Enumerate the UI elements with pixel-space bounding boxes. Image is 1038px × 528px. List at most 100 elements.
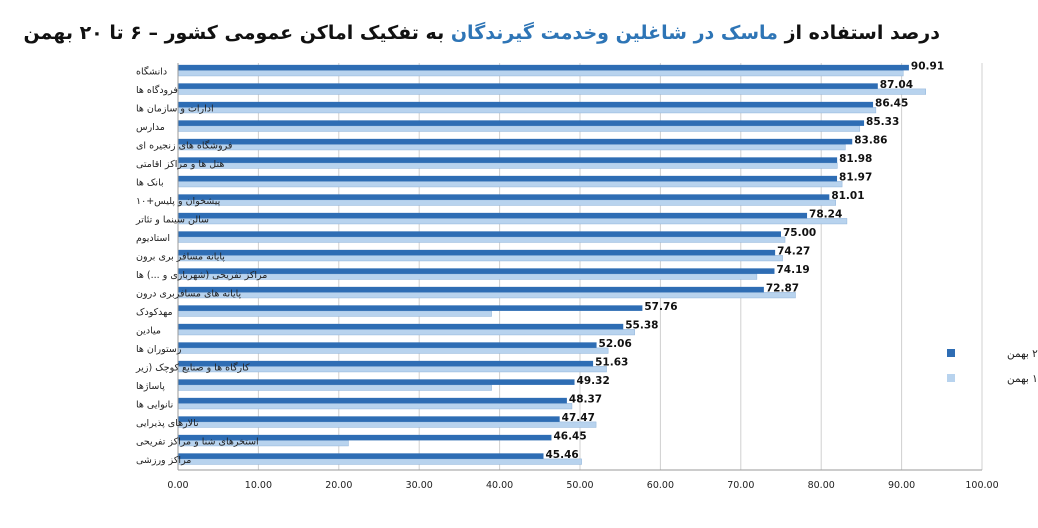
data-label: 81.98	[839, 153, 872, 165]
x-tick-label: 50.00	[566, 480, 593, 491]
x-tick-label: 70.00	[727, 480, 754, 491]
data-label: 87.04	[880, 79, 913, 91]
title-part-1: درصد استفاده از	[784, 22, 940, 44]
bar-current	[178, 305, 643, 311]
bar-prev	[177, 329, 635, 336]
data-label: 47.47	[562, 412, 595, 424]
category-label: میادین	[136, 325, 161, 336]
x-tick-label: 60.00	[647, 480, 674, 491]
bar-current	[178, 416, 560, 422]
data-label: 49.32	[577, 375, 610, 387]
category-label: پایانه های مسافربری درون	[136, 288, 242, 299]
data-label: 45.46	[545, 449, 578, 461]
data-label: 75.00	[783, 227, 816, 239]
bar-current	[178, 64, 909, 71]
bar-prev	[177, 125, 861, 132]
bar-prev	[177, 236, 786, 243]
bar-prev	[177, 458, 582, 465]
bar-prev	[177, 255, 783, 262]
category-label: استخرهای شنا و مراکز تفریحی	[136, 436, 259, 447]
bar-current	[178, 194, 830, 200]
series-current-bars	[178, 64, 909, 459]
legend-swatch-prev	[947, 374, 955, 382]
category-label: بانک ها	[136, 177, 164, 188]
title-highlight: ماسک در شاغلین وخدمت گیرندگان	[450, 22, 778, 44]
bar-current	[178, 212, 808, 219]
bar-current	[178, 397, 567, 404]
bar-prev	[177, 403, 573, 410]
legend: تا ۲۰ بهمن تا ۱۲ بهمن	[947, 348, 1038, 385]
x-tick-label: 90.00	[888, 480, 915, 491]
category-label: مدارس	[136, 122, 165, 133]
category-labels: دانشگاه فرودگاه ها ادارات و سازمان ها مدارس…	[135, 65, 267, 466]
category-label: ادارات و سازمان ها	[136, 103, 214, 114]
bar-prev	[177, 384, 492, 391]
bar-prev	[177, 218, 848, 225]
legend-swatch-current	[947, 349, 955, 357]
data-label: 51.63	[595, 357, 628, 369]
title-part-2: به تفکیک اماکن عمومی کشور – ۶ تا ۲۰ بهمن	[23, 22, 445, 44]
bar-current	[178, 138, 853, 145]
category-label: نانوایی ها	[136, 399, 173, 410]
x-tick-label: 80.00	[808, 480, 835, 491]
bar-current	[178, 83, 878, 89]
bar-current	[178, 231, 781, 237]
category-label: فروشگاه های زنجیره ای	[136, 139, 232, 151]
bar-current	[178, 453, 544, 459]
bar-current	[178, 342, 597, 348]
bar-current	[178, 434, 552, 441]
data-label: 81.97	[839, 172, 872, 184]
category-label: پیشخوان و پلیس+۱۰	[136, 196, 221, 207]
x-tick-label: 40.00	[486, 480, 513, 491]
bar-prev	[177, 107, 877, 114]
bar-prev	[177, 181, 843, 188]
series-prev-bars	[177, 70, 926, 465]
bar-prev	[177, 199, 836, 206]
legend-label-prev: تا ۱۲ بهمن	[1007, 373, 1038, 385]
bar-current	[178, 360, 594, 367]
bar-prev	[177, 310, 492, 317]
data-label: 90.91	[911, 61, 944, 73]
bar-current	[178, 379, 575, 385]
x-tick-label: 20.00	[325, 480, 352, 491]
bar-prev	[177, 162, 838, 169]
legend-label-current: تا ۲۰ بهمن	[1007, 348, 1038, 360]
category-label: تالارهای پذیرایی	[136, 418, 199, 429]
x-tick-label: 10.00	[245, 480, 272, 491]
category-label: سالن سینما و تئاتر	[135, 214, 209, 225]
data-label: 78.24	[809, 209, 842, 221]
bar-prev	[177, 347, 609, 354]
bar-current	[178, 249, 776, 256]
data-label: 48.37	[569, 394, 602, 406]
data-label: 74.27	[777, 246, 810, 258]
category-label: فرودگاه ها	[136, 84, 178, 96]
x-tick-label: 0.00	[167, 480, 188, 491]
bar-current	[178, 101, 874, 108]
x-tick-label: 100.00	[965, 480, 998, 491]
category-label: مهدکودک	[136, 307, 173, 318]
category-label: رستوران ها	[136, 344, 182, 355]
data-labels: 90.91 87.04 86.45 85.33 83.86 81.98 81.97 81.01…	[545, 61, 944, 462]
axes	[177, 63, 982, 471]
category-label: مراکز تفریحی (شهربازی و ...) ها	[136, 270, 267, 281]
data-label: 52.06	[599, 338, 632, 350]
bar-prev	[177, 421, 597, 428]
category-label: پاساژها	[136, 381, 165, 392]
category-label: دانشگاه	[136, 65, 167, 77]
bar-prev	[177, 70, 904, 77]
data-label: 83.86	[854, 135, 887, 147]
chart-title: درصد استفاده از ماسک در شاغلین وخدمت گیر…	[23, 22, 940, 44]
data-label: 57.76	[644, 301, 677, 313]
data-label: 81.01	[831, 190, 864, 202]
x-tick-labels: 0.00 10.00 20.00 30.00 40.00 50.00 60.00 70.00 8…	[167, 480, 998, 491]
bar-current	[178, 157, 838, 163]
category-label: هتل ها و مراکز اقامتی	[136, 159, 224, 170]
category-label: کارگاه ها و صنایع کوچک (زیر	[135, 361, 250, 373]
bar-prev	[177, 292, 796, 299]
category-label: مراکز ورزشی	[136, 455, 191, 466]
x-tick-label: 30.00	[406, 480, 433, 491]
data-label: 86.45	[875, 98, 908, 110]
bar-current	[178, 120, 865, 126]
bar-current	[178, 323, 624, 330]
